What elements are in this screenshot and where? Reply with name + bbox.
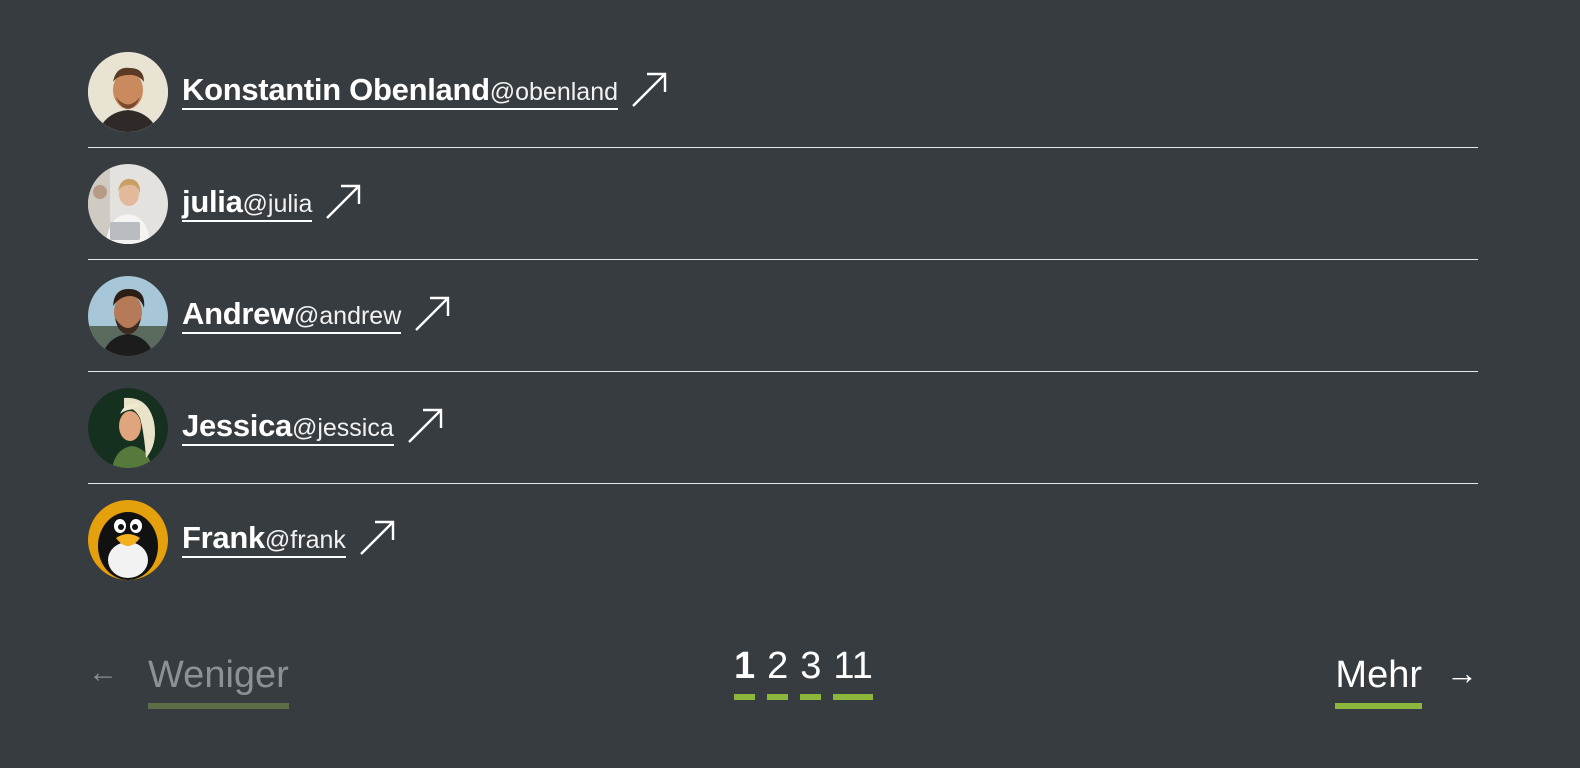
page-number[interactable]: 11 — [833, 645, 873, 700]
user-name: Andrew — [182, 295, 294, 331]
external-link-arrow-icon[interactable] — [358, 519, 396, 557]
arrow-right-icon[interactable]: → — [1446, 654, 1478, 691]
avatar[interactable] — [88, 387, 168, 468]
user-handle: @andrew — [293, 301, 402, 330]
user-handle: @julia — [242, 189, 313, 218]
arrow-left-icon: ← — [88, 656, 118, 689]
external-link-arrow-icon[interactable] — [630, 71, 668, 109]
user-handle: @frank — [264, 526, 346, 554]
user-profile-link[interactable]: julia @julia — [182, 183, 313, 222]
list-item: julia @julia — [88, 148, 1478, 260]
previous-page-link: ← Weniger — [88, 640, 289, 709]
user-handle: @jessica — [291, 413, 394, 442]
page-number-current[interactable]: 1 — [734, 645, 756, 700]
page-numbers: 1 2 3 11 — [734, 645, 885, 700]
user-profile-link[interactable]: Andrew @andrew — [182, 295, 402, 334]
list-item: Andrew @andrew — [88, 260, 1478, 372]
external-link-arrow-icon[interactable] — [324, 183, 362, 221]
list-item: Frank @frank — [88, 484, 1478, 596]
pagination: ← Weniger 1 2 3 11 Mehr → — [88, 640, 1478, 710]
list-item: Konstantin Obenland @obenland — [88, 36, 1478, 148]
next-page-label[interactable]: Mehr — [1335, 654, 1422, 709]
avatar[interactable] — [88, 163, 168, 244]
user-list: Konstantin Obenland @obenland julia @jul… — [88, 36, 1478, 596]
user-handle: @obenland — [489, 77, 619, 106]
user-name: Jessica — [182, 407, 292, 443]
previous-page-label: Weniger — [148, 654, 289, 709]
external-link-arrow-icon[interactable] — [413, 295, 451, 333]
user-profile-link[interactable]: Frank @frank — [182, 522, 346, 558]
next-page-link[interactable]: Mehr → — [1335, 640, 1478, 709]
user-profile-link[interactable]: Konstantin Obenland @obenland — [182, 71, 619, 110]
avatar[interactable] — [88, 51, 168, 132]
page-number[interactable]: 3 — [800, 645, 822, 700]
external-link-arrow-icon[interactable] — [406, 407, 444, 445]
page-number[interactable]: 2 — [767, 645, 789, 700]
list-item: Jessica @jessica — [88, 372, 1478, 484]
avatar[interactable] — [88, 275, 168, 356]
user-name: Frank — [182, 520, 265, 555]
user-profile-link[interactable]: Jessica @jessica — [182, 410, 394, 446]
user-name: julia — [182, 183, 243, 219]
avatar[interactable] — [88, 500, 168, 580]
user-name: Konstantin Obenland — [182, 71, 490, 107]
